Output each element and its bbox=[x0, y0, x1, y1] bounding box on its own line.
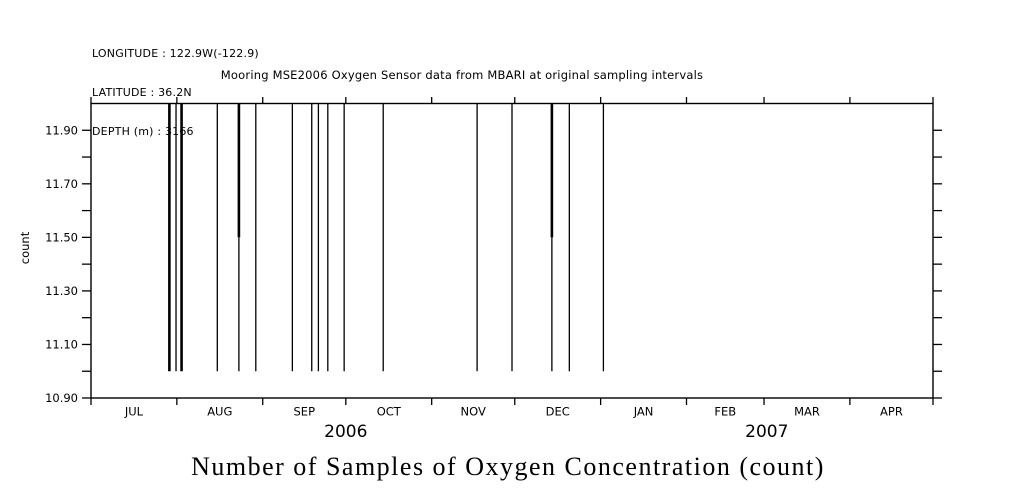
x-tick-label-month: JAN bbox=[633, 405, 654, 419]
y-tick-label: 10.90 bbox=[45, 391, 78, 405]
x-tick-label-month: OCT bbox=[377, 405, 402, 419]
y-axis-title: count bbox=[18, 231, 32, 264]
y-tick-label: 11.30 bbox=[45, 284, 78, 298]
x-tick-label-month: DEC bbox=[546, 405, 570, 419]
depth-value: DEPTH (m) : 3166 bbox=[92, 125, 194, 138]
x-tick-label-month: MAR bbox=[794, 405, 820, 419]
x-tick-label-month: FEB bbox=[714, 405, 736, 419]
y-tick-label: 11.10 bbox=[45, 337, 78, 351]
plot-title: Mooring MSE2006 Oxygen Sensor data from … bbox=[220, 68, 704, 82]
x-tick-label-month: AUG bbox=[207, 405, 232, 419]
x-axis-year-label: 2006 bbox=[324, 422, 367, 442]
metadata-block: LONGITUDE : 122.9W(-122.9) LATITUDE : 36… bbox=[92, 21, 259, 164]
x-tick-label-month: JUL bbox=[124, 405, 144, 419]
chart-caption: Number of Samples of Oxygen Concentratio… bbox=[191, 452, 825, 481]
latitude-value: LATITUDE : 36.2N bbox=[92, 86, 192, 99]
x-tick-label-month: SEP bbox=[294, 405, 316, 419]
x-axis-year-label: 2007 bbox=[745, 422, 788, 442]
x-tick-label-month: APR bbox=[880, 405, 903, 419]
y-tick-label: 11.50 bbox=[45, 230, 78, 244]
y-tick-label: 11.90 bbox=[45, 123, 78, 137]
x-tick-label-month: NOV bbox=[461, 405, 486, 419]
longitude-value: LONGITUDE : 122.9W(-122.9) bbox=[92, 47, 259, 60]
y-tick-label: 11.70 bbox=[45, 177, 78, 191]
